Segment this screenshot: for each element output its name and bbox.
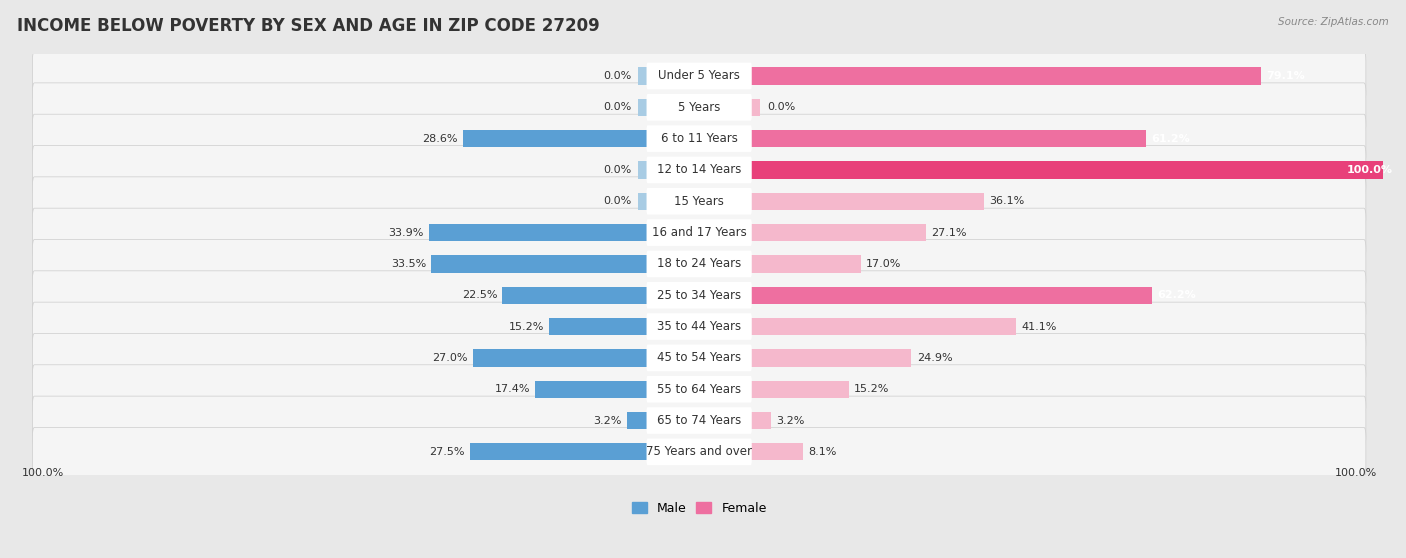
Text: 6 to 11 Years: 6 to 11 Years <box>661 132 738 145</box>
FancyBboxPatch shape <box>32 302 1365 351</box>
Bar <box>429 224 648 241</box>
Text: INCOME BELOW POVERTY BY SEX AND AGE IN ZIP CODE 27209: INCOME BELOW POVERTY BY SEX AND AGE IN Z… <box>17 17 599 35</box>
Text: 5 Years: 5 Years <box>678 101 720 114</box>
Text: 35 to 44 Years: 35 to 44 Years <box>657 320 741 333</box>
Bar <box>751 287 1153 304</box>
Text: 24.9%: 24.9% <box>917 353 952 363</box>
Text: 33.9%: 33.9% <box>388 228 423 238</box>
FancyBboxPatch shape <box>647 157 752 183</box>
Bar <box>751 99 761 116</box>
Text: 0.0%: 0.0% <box>603 71 631 81</box>
Text: 17.0%: 17.0% <box>866 259 901 269</box>
Text: 15.2%: 15.2% <box>853 384 890 395</box>
Bar <box>638 68 648 85</box>
Text: Source: ZipAtlas.com: Source: ZipAtlas.com <box>1278 17 1389 27</box>
FancyBboxPatch shape <box>32 334 1365 382</box>
Text: 79.1%: 79.1% <box>1267 71 1305 81</box>
Text: 33.5%: 33.5% <box>391 259 426 269</box>
Text: 28.6%: 28.6% <box>422 133 458 143</box>
Bar <box>751 161 1396 179</box>
FancyBboxPatch shape <box>647 313 752 340</box>
Text: 0.0%: 0.0% <box>603 196 631 206</box>
Text: 41.1%: 41.1% <box>1021 321 1056 331</box>
Bar <box>638 161 648 179</box>
FancyBboxPatch shape <box>647 376 752 402</box>
Text: 100.0%: 100.0% <box>1347 165 1393 175</box>
Text: 100.0%: 100.0% <box>1334 468 1376 478</box>
Bar <box>502 287 648 304</box>
Text: 15.2%: 15.2% <box>509 321 544 331</box>
Bar <box>751 318 1017 335</box>
Bar <box>470 443 648 460</box>
FancyBboxPatch shape <box>32 396 1365 445</box>
Text: 61.2%: 61.2% <box>1152 133 1189 143</box>
Text: 15 Years: 15 Years <box>675 195 724 208</box>
Bar <box>751 130 1146 147</box>
FancyBboxPatch shape <box>647 251 752 277</box>
Bar <box>627 412 648 429</box>
Text: 27.5%: 27.5% <box>429 447 465 457</box>
Bar <box>751 381 849 398</box>
FancyBboxPatch shape <box>647 94 752 121</box>
FancyBboxPatch shape <box>647 62 752 89</box>
FancyBboxPatch shape <box>32 208 1365 257</box>
Text: 27.1%: 27.1% <box>931 228 966 238</box>
Text: 65 to 74 Years: 65 to 74 Years <box>657 414 741 427</box>
Text: 18 to 24 Years: 18 to 24 Years <box>657 257 741 271</box>
Bar <box>751 443 803 460</box>
Bar <box>536 381 648 398</box>
FancyBboxPatch shape <box>32 271 1365 320</box>
FancyBboxPatch shape <box>32 83 1365 132</box>
Text: 0.0%: 0.0% <box>603 165 631 175</box>
Text: 75 Years and over: 75 Years and over <box>647 445 752 458</box>
Bar <box>751 224 925 241</box>
FancyBboxPatch shape <box>32 177 1365 226</box>
FancyBboxPatch shape <box>647 126 752 152</box>
FancyBboxPatch shape <box>32 114 1365 163</box>
Bar <box>432 256 648 272</box>
FancyBboxPatch shape <box>32 51 1365 100</box>
Text: 45 to 54 Years: 45 to 54 Years <box>657 352 741 364</box>
Text: 0.0%: 0.0% <box>766 102 796 112</box>
FancyBboxPatch shape <box>647 407 752 434</box>
FancyBboxPatch shape <box>32 239 1365 288</box>
FancyBboxPatch shape <box>32 365 1365 413</box>
Text: 16 and 17 Years: 16 and 17 Years <box>652 226 747 239</box>
Text: 100.0%: 100.0% <box>21 468 63 478</box>
FancyBboxPatch shape <box>647 439 752 465</box>
Bar <box>474 349 648 367</box>
Legend: Male, Female: Male, Female <box>627 497 772 519</box>
FancyBboxPatch shape <box>647 282 752 309</box>
Bar <box>550 318 648 335</box>
Bar <box>638 99 648 116</box>
Bar <box>751 349 911 367</box>
FancyBboxPatch shape <box>32 427 1365 477</box>
Bar <box>463 130 648 147</box>
Text: 36.1%: 36.1% <box>988 196 1024 206</box>
Text: 55 to 64 Years: 55 to 64 Years <box>657 383 741 396</box>
FancyBboxPatch shape <box>32 146 1365 194</box>
Text: 12 to 14 Years: 12 to 14 Years <box>657 163 741 176</box>
Text: Under 5 Years: Under 5 Years <box>658 70 740 83</box>
Text: 25 to 34 Years: 25 to 34 Years <box>657 288 741 302</box>
Bar <box>751 256 860 272</box>
Text: 3.2%: 3.2% <box>776 416 806 426</box>
Bar <box>751 68 1261 85</box>
Text: 3.2%: 3.2% <box>593 416 621 426</box>
Text: 62.2%: 62.2% <box>1157 290 1197 300</box>
Bar <box>638 193 648 210</box>
Text: 27.0%: 27.0% <box>433 353 468 363</box>
FancyBboxPatch shape <box>647 219 752 246</box>
Bar <box>751 412 772 429</box>
Bar <box>751 193 984 210</box>
Text: 8.1%: 8.1% <box>808 447 837 457</box>
FancyBboxPatch shape <box>647 345 752 371</box>
Text: 22.5%: 22.5% <box>461 290 498 300</box>
Text: 0.0%: 0.0% <box>603 102 631 112</box>
Text: 17.4%: 17.4% <box>495 384 530 395</box>
FancyBboxPatch shape <box>647 188 752 215</box>
